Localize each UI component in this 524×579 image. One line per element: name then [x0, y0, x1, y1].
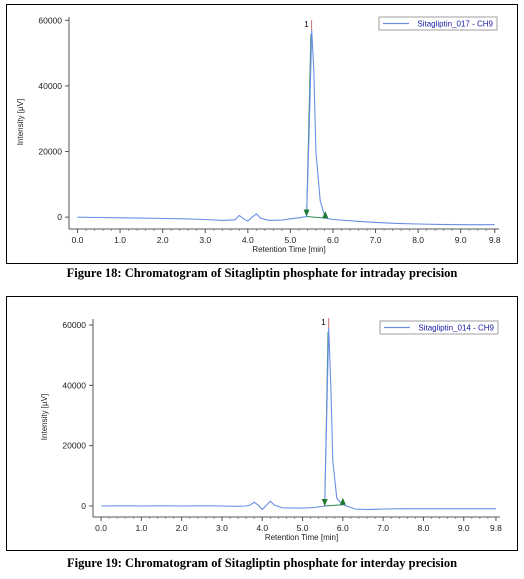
- x-tick-label: 6.0: [337, 523, 349, 533]
- x-tick-label: 3.0: [199, 235, 211, 245]
- x-tick-label: 5.0: [284, 235, 296, 245]
- x-tick-label: 8.0: [418, 523, 430, 533]
- peak-number-label: 1: [304, 20, 309, 29]
- legend-label: Sitagliptin_014 - CH9: [418, 324, 494, 333]
- x-tick-label: 9.0: [458, 523, 470, 533]
- integration-baseline: [306, 216, 326, 219]
- x-tick-label: 0.0: [72, 235, 84, 245]
- y-tick-label: 40000: [62, 380, 86, 390]
- peak-number-label: 1: [321, 318, 326, 327]
- y-tick-label: 20000: [38, 147, 62, 157]
- x-tick-label: 5.0: [297, 523, 309, 533]
- legend-label: Sitagliptin_017 - CH9: [417, 20, 493, 29]
- y-tick-label: 20000: [62, 441, 86, 451]
- peak-start-marker: [303, 209, 310, 217]
- legend-box: [379, 320, 499, 335]
- x-tick-label: 0.0: [95, 523, 107, 533]
- peak-end-marker: [322, 211, 329, 219]
- figure-caption-interday: Figure 19: Chromatogram of Sitagliptin p…: [66, 556, 458, 570]
- y-axis-label: Intensity [µV]: [16, 99, 25, 145]
- x-axis-label: Retention Time [min]: [265, 533, 338, 542]
- x-tick-label: 9.0: [455, 235, 467, 245]
- chromatogram-chart-intraday: 0.0 1.0 2.0 3.0 4.0 5.0 6.0 7.0 8.0 9.0 9.8 0 20000 4…: [16, 15, 501, 254]
- chromatogram-chart-interday: 0.0 1.0 2.0 3.0 4.0 5.0 6.0 7.0 8.0 9.0 9.8 0 20000 4…: [40, 318, 502, 542]
- y-axis-label: Intensity [µV]: [40, 394, 49, 440]
- peak-end-marker: [339, 497, 346, 505]
- peak-start-marker: [321, 498, 328, 506]
- y-tick-label: 60000: [38, 15, 62, 25]
- x-tick-label: 1.0: [135, 523, 147, 533]
- x-axis-label: Retention Time [min]: [252, 245, 325, 254]
- x-tick-label: 2.0: [176, 523, 188, 533]
- x-tick-label: 4.0: [242, 235, 254, 245]
- x-tick-label: 9.8: [490, 523, 502, 533]
- chromatogram-panel-intraday: 0.0 1.0 2.0 3.0 4.0 5.0 6.0 7.0 8.0 9.0 9.8 0 20000 4…: [6, 4, 518, 264]
- x-tick-label: 8.0: [412, 235, 424, 245]
- chromatogram-trace: [77, 30, 495, 226]
- x-tick-label: 2.0: [157, 235, 169, 245]
- y-tick-label: 60000: [62, 320, 86, 330]
- x-tick-label: 7.0: [377, 523, 389, 533]
- x-tick-label: 3.0: [216, 523, 228, 533]
- x-tick-label: 4.0: [256, 523, 268, 533]
- figure-caption-intraday: Figure 18: Chromatogram of Sitagliptin p…: [66, 266, 458, 280]
- y-tick-label: 40000: [38, 81, 62, 91]
- x-tick-label: 6.0: [327, 235, 339, 245]
- chromatogram-panel-interday: 0.0 1.0 2.0 3.0 4.0 5.0 6.0 7.0 8.0 9.0 9.8 0 20000 4…: [6, 296, 518, 551]
- y-tick-label: 0: [57, 212, 62, 222]
- integration-baseline: [324, 504, 343, 507]
- x-tick-label: 7.0: [370, 235, 382, 245]
- x-tick-label: 1.0: [114, 235, 126, 245]
- y-tick-label: 0: [81, 501, 86, 511]
- legend-box: [378, 16, 498, 31]
- chromatogram-trace: [101, 327, 496, 511]
- x-tick-label: 9.8: [489, 235, 501, 245]
